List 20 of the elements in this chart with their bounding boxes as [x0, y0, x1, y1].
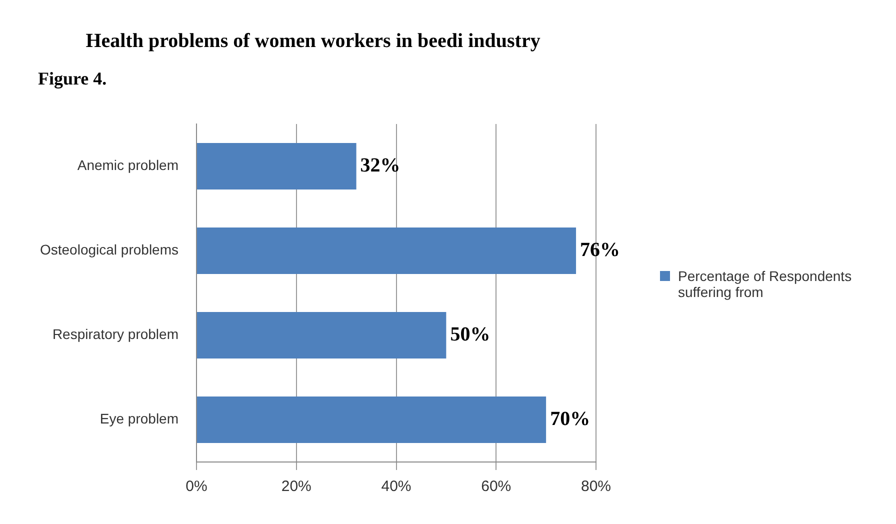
y-tick-label: Respiratory problem: [52, 326, 179, 342]
data-label: 70%: [550, 408, 590, 430]
data-label: 76%: [580, 238, 620, 261]
caption: Figure 4.: [38, 68, 107, 89]
bar: [197, 228, 576, 274]
bar: [197, 396, 546, 443]
x-tick-label: 0%: [186, 478, 208, 496]
data-label: 50%: [450, 323, 490, 346]
x-tick-label: 80%: [580, 478, 612, 496]
bar: [197, 143, 356, 190]
legend-label: Percentage of Respondents suffering from: [678, 268, 853, 300]
y-tick-label: Eye problem: [100, 410, 179, 427]
x-tick-label: 60%: [481, 478, 512, 496]
x-tick-label: 20%: [281, 478, 312, 496]
data-label: 32%: [360, 154, 400, 176]
x-tick-label: 40%: [381, 478, 412, 496]
y-tick-label: Osteological problems: [40, 242, 179, 258]
y-tick-label: Anemic problem: [77, 157, 179, 174]
chart-title: Health problems of women workers in beedi industry: [86, 30, 540, 52]
bar: [197, 312, 446, 358]
